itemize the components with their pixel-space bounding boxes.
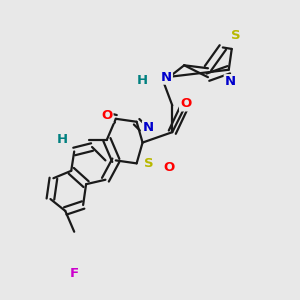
Text: N: N [161,71,172,84]
Text: H: H [137,74,148,87]
Text: N: N [143,121,154,134]
Text: N: N [225,75,236,88]
Text: S: S [144,157,153,170]
Text: O: O [164,161,175,174]
Text: S: S [231,29,241,42]
Text: F: F [70,267,79,280]
Text: O: O [101,109,112,122]
Text: O: O [180,98,191,110]
Text: H: H [57,133,68,146]
